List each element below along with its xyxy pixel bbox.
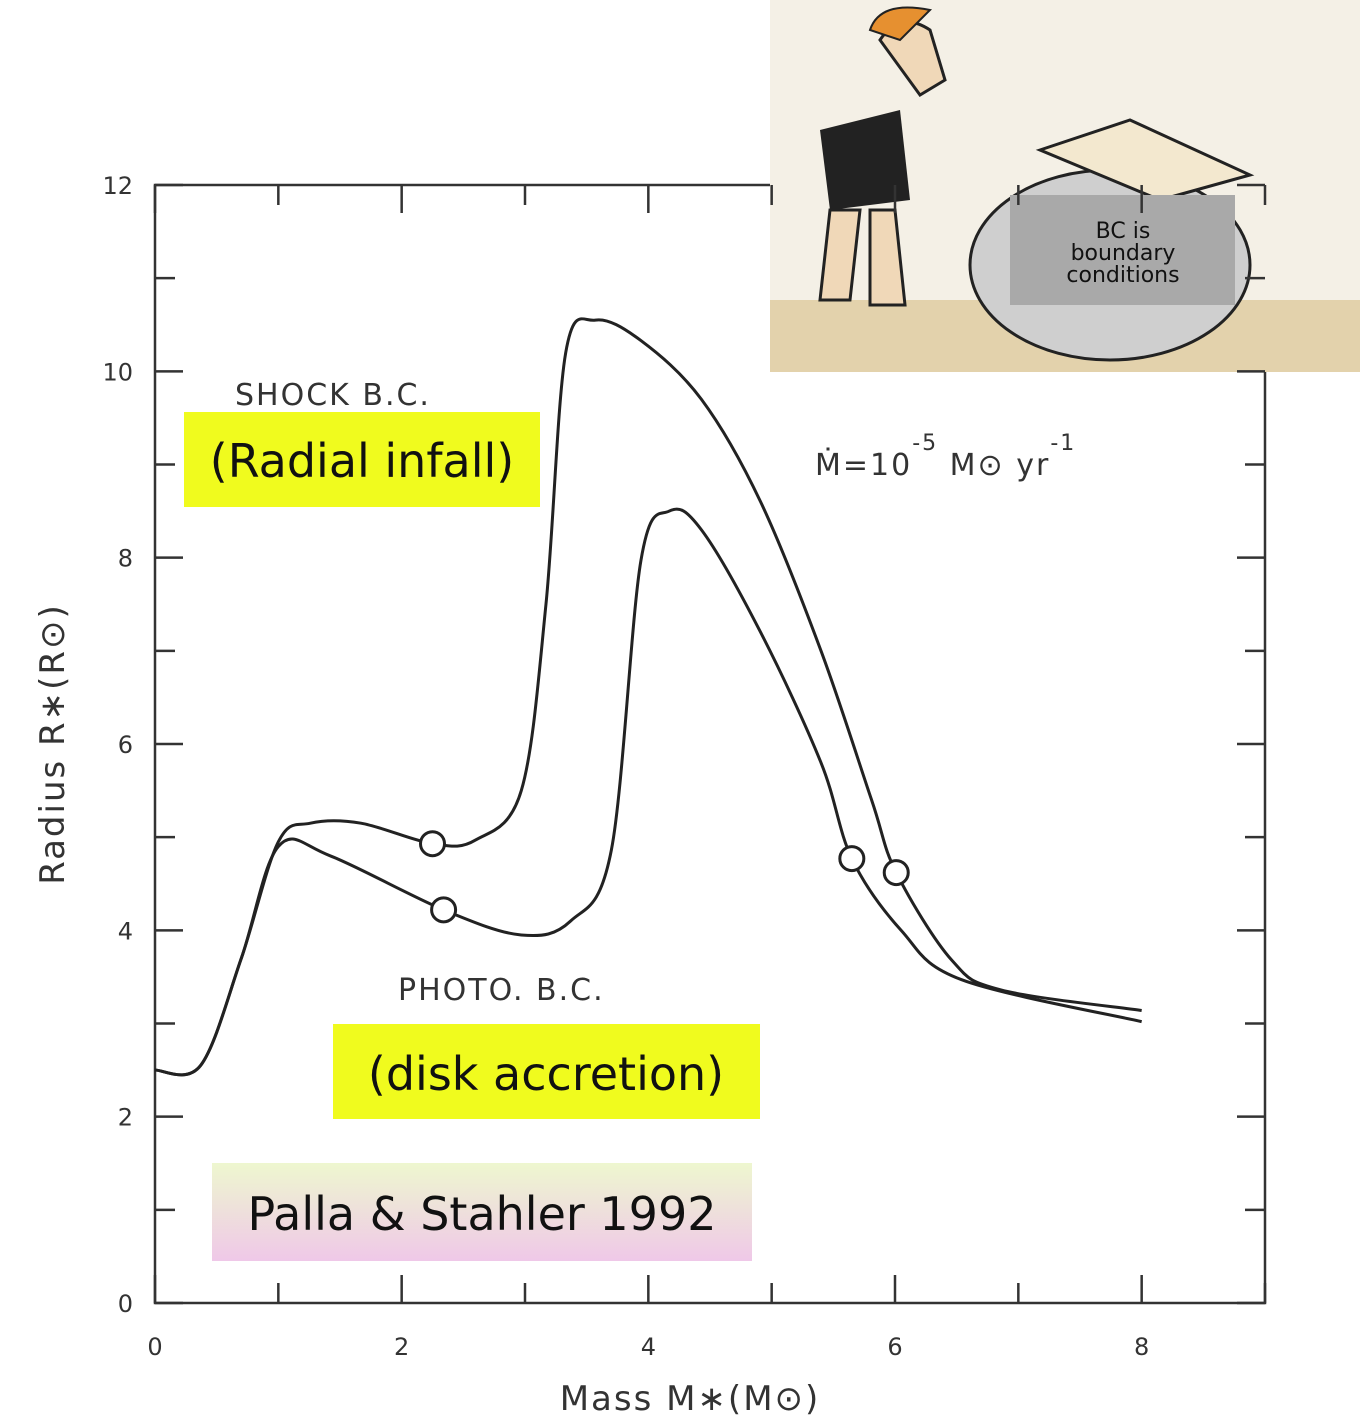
cartoon-note: boundary — [1071, 241, 1176, 266]
cartoon — [770, 0, 1360, 372]
x-axis-label: Mass M∗(M⊙) — [560, 1379, 821, 1419]
y-tick-label: 12 — [102, 172, 133, 200]
series-label: SHOCK B.C. — [235, 378, 431, 413]
annotation-part: -1 — [1050, 431, 1076, 456]
point-marker — [838, 845, 866, 873]
annotation-part: M⊙ yr — [938, 448, 1050, 483]
annotation-part: Ṁ=10 — [815, 447, 912, 483]
note-box — [1010, 195, 1235, 305]
y-tick-label: 2 — [118, 1104, 133, 1132]
series-line — [154, 507, 1143, 1077]
y-axis-label: Radius R∗(R⊙) — [33, 603, 73, 885]
x-tick-label: 0 — [147, 1333, 162, 1361]
series-line — [154, 317, 1142, 1077]
cartoon-note: conditions — [1066, 263, 1179, 288]
point-marker — [882, 859, 910, 887]
point-marker — [419, 830, 446, 858]
x-tick-label: 4 — [641, 1333, 656, 1361]
x-tick-label: 2 — [394, 1333, 409, 1361]
highlight — [333, 1024, 760, 1119]
y-tick-label: 8 — [118, 545, 133, 573]
annotation: (disk accretion) — [368, 1047, 724, 1101]
point-marker — [430, 896, 458, 924]
annotation: (Radial infall) — [210, 434, 514, 488]
y-tick-label: 4 — [118, 917, 133, 945]
annotation-part: -5 — [912, 431, 938, 456]
y-tick-label: 0 — [118, 1290, 133, 1318]
annotation: Palla & Stahler 1992 — [248, 1187, 717, 1241]
series-label: PHOTO. B.C. — [398, 973, 605, 1008]
y-tick-label: 10 — [102, 358, 133, 386]
annotation: Ṁ=10-5 M⊙ yr-1 — [815, 431, 1076, 483]
highlight — [212, 1163, 752, 1261]
cartoon-note: BC is — [1096, 219, 1151, 244]
x-tick-label: 8 — [1134, 1333, 1149, 1361]
highlight — [184, 412, 540, 507]
x-tick-label: 6 — [887, 1333, 902, 1361]
y-tick-label: 6 — [118, 731, 133, 759]
